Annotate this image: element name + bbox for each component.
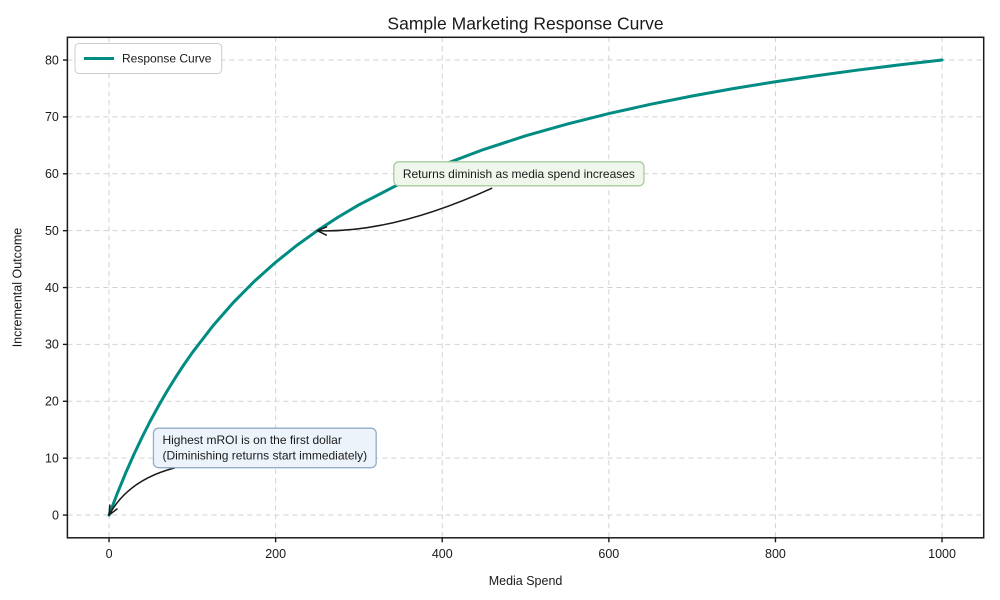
x-tick-label: 600 xyxy=(598,547,619,561)
annotation-diminishing-returns: Returns diminish as media spend increase… xyxy=(393,161,645,187)
y-tick-label: 80 xyxy=(45,53,59,67)
y-tick-label: 30 xyxy=(45,338,59,352)
x-tick-label: 200 xyxy=(265,547,286,561)
annotation-text-diminishing-returns: Returns diminish as media spend increase… xyxy=(403,167,635,181)
y-tick-label: 10 xyxy=(45,451,59,465)
annotation-box-highest-mroi xyxy=(152,427,377,469)
y-tick-label: 0 xyxy=(52,508,59,522)
x-tick-label: 1000 xyxy=(928,547,956,561)
y-tick-label: 50 xyxy=(45,224,59,238)
annotation-arrowhead-diminishing-returns xyxy=(316,229,328,236)
annotation-text-highest-mroi: (Diminishing returns start immediately) xyxy=(162,449,367,463)
x-tick-label: 400 xyxy=(432,547,453,561)
annotation-box-diminishing-returns xyxy=(393,161,645,187)
annotation-arrowhead-highest-mroi xyxy=(108,508,118,516)
legend: Response Curve xyxy=(74,43,223,74)
chart-title: Sample Marketing Response Curve xyxy=(387,14,663,34)
y-tick-label: 60 xyxy=(45,167,59,181)
y-axis-label: Incremental Outcome xyxy=(11,228,25,348)
annotation-arrowhead-highest-mroi xyxy=(108,504,111,516)
x-axis-label: Media Spend xyxy=(489,574,563,588)
annotation-arrowhead-diminishing-returns xyxy=(316,226,328,232)
x-tick-label: 800 xyxy=(765,547,786,561)
y-tick-label: 40 xyxy=(45,281,59,295)
y-tick-label: 20 xyxy=(45,395,59,409)
annotation-arrow-diminishing-returns xyxy=(317,187,493,232)
y-tick-label: 70 xyxy=(45,110,59,124)
annotation-highest-mroi: Highest mROI is on the first dollar (Dimi… xyxy=(152,427,377,469)
x-tick-label: 0 xyxy=(106,547,113,561)
annotation-text-highest-mroi: Highest mROI is on the first dollar xyxy=(162,433,341,447)
legend-box xyxy=(74,43,223,74)
legend-label-response-curve: Response Curve xyxy=(122,52,212,66)
annotation-arrow-highest-mroi xyxy=(108,467,176,516)
